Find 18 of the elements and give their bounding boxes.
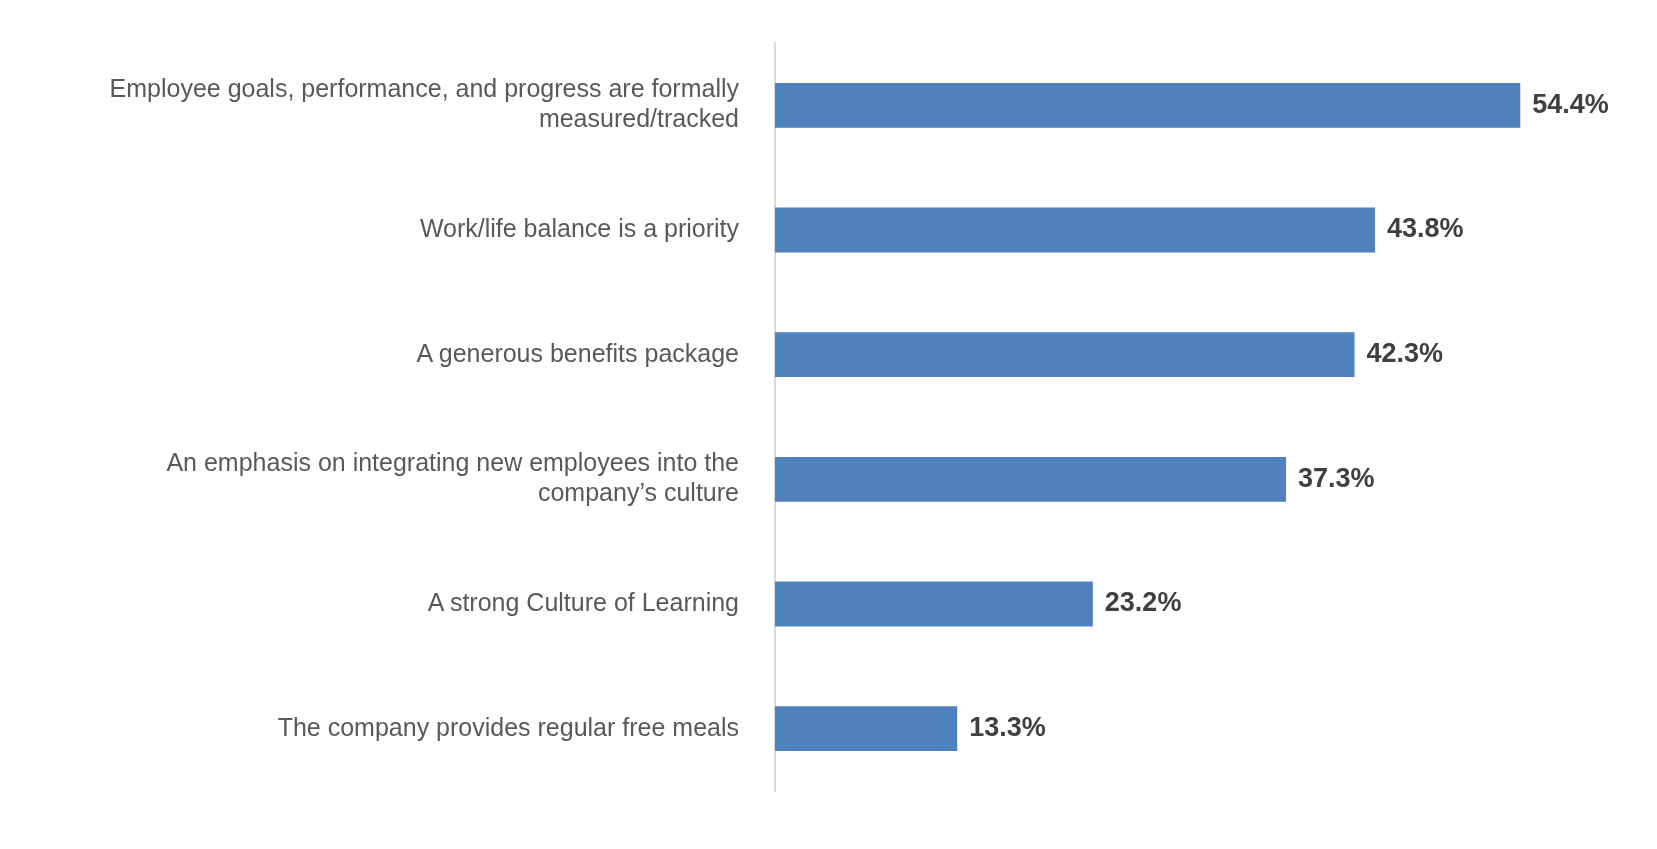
bar [775,581,1093,627]
data-label: 43.8% [1387,213,1464,244]
y-tick-label: Employee goals, performance, and progress are formally measured/tracked [109,74,740,133]
data-label: 23.2% [1104,587,1182,618]
bar [775,332,1355,378]
y-tick-label: The company provides regular free meals [277,712,739,741]
y-tick-label: Work/life balance is a priority [419,213,740,242]
bar [775,706,958,752]
y-tick-label: A strong Culture of Learning [427,587,739,616]
data-label: 54.4% [1532,88,1609,119]
y-tick-label: An emphasis on integrating new employees into the company’s culture [166,448,739,507]
data-label: 42.3% [1366,338,1444,369]
data-label: 13.3% [969,712,1046,743]
bar [775,207,1376,253]
data-label: 37.3% [1298,462,1375,493]
y-tick-label: A generous benefits package [416,338,739,367]
bar [775,456,1287,502]
bar [775,82,1521,128]
